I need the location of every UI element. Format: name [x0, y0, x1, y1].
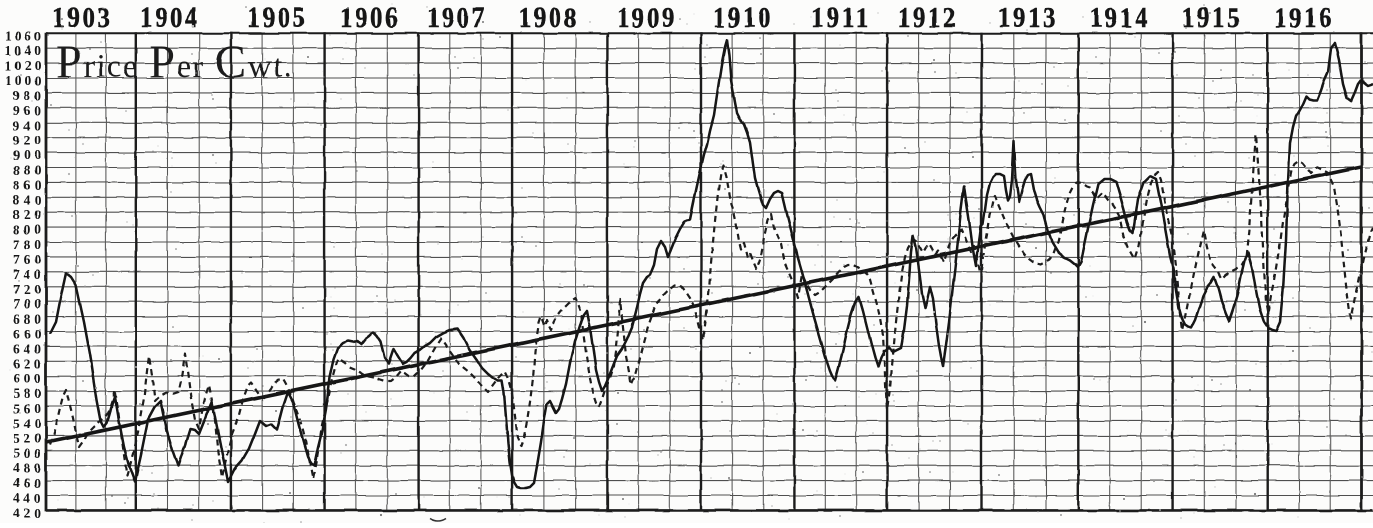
svg-text:420: 420: [13, 505, 41, 520]
svg-text:640: 640: [13, 341, 41, 356]
svg-text:600: 600: [13, 371, 41, 386]
svg-text:1912: 1912: [898, 2, 958, 34]
svg-text:900: 900: [13, 148, 41, 163]
svg-text:1910: 1910: [713, 2, 773, 34]
svg-text:520: 520: [13, 431, 41, 446]
svg-text:1916: 1916: [1274, 2, 1334, 34]
svg-text:1909: 1909: [617, 2, 677, 34]
svg-text:1915: 1915: [1182, 2, 1242, 34]
svg-text:480: 480: [13, 461, 41, 476]
svg-text:580: 580: [13, 386, 41, 401]
svg-text:960: 960: [13, 103, 41, 118]
svg-text:760: 760: [13, 252, 41, 267]
svg-text:780: 780: [13, 237, 41, 252]
svg-text:920: 920: [13, 133, 41, 148]
svg-text:980: 980: [13, 88, 41, 103]
svg-text:1913: 1913: [998, 2, 1058, 34]
svg-text:1914: 1914: [1090, 2, 1150, 34]
svg-text:1906: 1906: [340, 2, 400, 34]
svg-text:1911: 1911: [811, 2, 871, 34]
svg-text:1904: 1904: [140, 2, 200, 34]
svg-text:460: 460: [13, 476, 41, 491]
svg-text:700: 700: [13, 297, 41, 312]
svg-text:620: 620: [13, 356, 41, 371]
svg-text:1908: 1908: [519, 2, 579, 34]
svg-text:940: 940: [13, 118, 41, 133]
svg-text:840: 840: [13, 192, 41, 207]
svg-text:1905: 1905: [248, 2, 308, 34]
svg-text:560: 560: [13, 401, 41, 416]
svg-text:1907: 1907: [427, 2, 487, 34]
svg-text:880: 880: [13, 163, 41, 178]
svg-text:740: 740: [13, 267, 41, 282]
svg-text:440: 440: [13, 491, 41, 506]
svg-text:540: 540: [13, 416, 41, 431]
svg-text:800: 800: [13, 222, 41, 237]
svg-text:820: 820: [13, 207, 41, 222]
svg-text:660: 660: [13, 327, 41, 342]
svg-text:500: 500: [13, 446, 41, 461]
svg-text:860: 860: [13, 177, 41, 192]
svg-text:720: 720: [13, 282, 41, 297]
svg-text:680: 680: [13, 312, 41, 327]
